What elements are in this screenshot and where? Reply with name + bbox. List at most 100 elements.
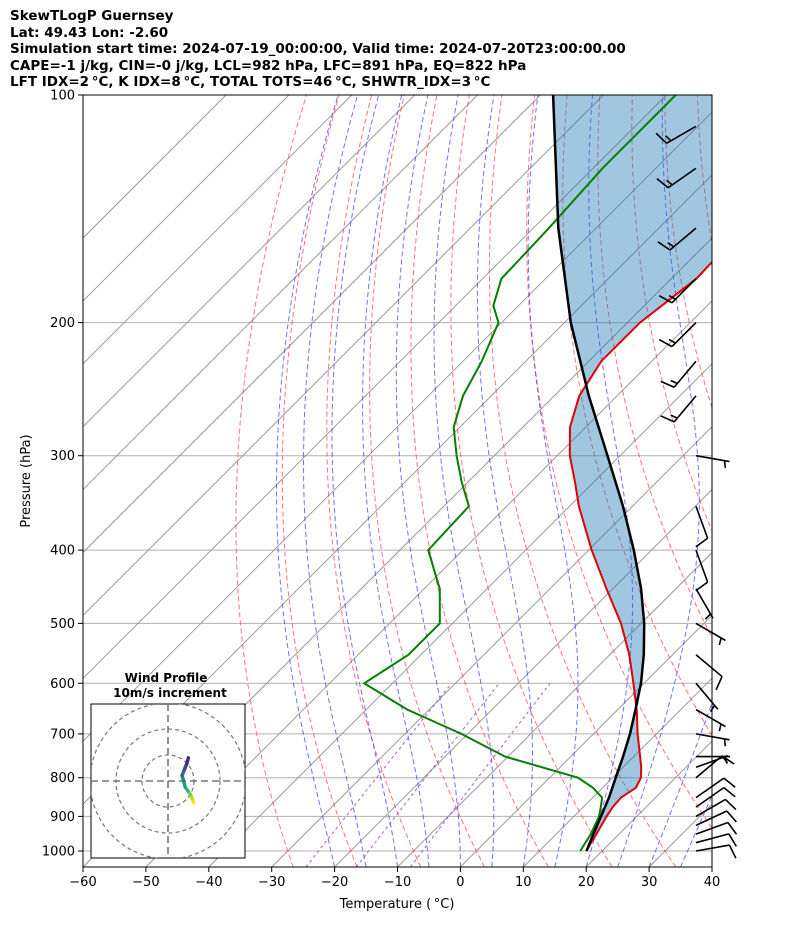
moist-adiabat-40 [711,865,712,867]
isotherm--100 [83,95,604,617]
barb-flag [655,132,668,144]
isotherm--150 [83,95,290,302]
cape-line: CAPE=-1 j/kg, CIN=-0 j/kg, LCL=982 hPa, … [10,57,527,74]
moist-adiabat-45 [744,95,794,867]
y-tick-label: 300 [50,449,75,464]
barb-flag [660,415,675,423]
barb-flag [723,787,736,798]
y-tick-label: 1000 [42,844,75,859]
wind-barbs [655,125,738,859]
barb-staff [695,622,726,642]
hodograph-segment [185,756,191,766]
barb-half-flag [666,179,673,186]
barb-half-flag [704,613,712,620]
isotherm--140 [83,95,353,365]
isotherm--20 [334,488,712,867]
wind-barb [695,506,709,548]
barb-staff [695,786,725,808]
barb-flag [728,844,737,859]
y-tick-label: 500 [50,617,75,632]
barb-half-flag [670,379,678,385]
barb-staff [695,777,725,799]
x-axis-label: Temperature ( °C) [339,897,455,912]
wind-barb [695,454,730,469]
wind-barb [695,733,730,747]
barb-flag [723,777,736,788]
y-tick-label: 600 [50,677,75,692]
barb-staff [695,588,714,619]
barb-flag [728,833,738,847]
wind-barb [695,654,723,691]
y-axis-label: Pressure (hPa) [19,434,34,527]
x-tick-label: −50 [132,875,159,890]
wind-barb [655,125,697,144]
barb-staff [695,798,726,818]
dewpoint-line [362,95,677,852]
wind-barb [695,708,726,732]
isotherm--110 [83,95,541,554]
barb-half-flag [668,295,676,300]
grid-lines [83,95,794,867]
barb-flag [695,537,709,548]
wind-barb [656,167,697,189]
dry-adiabat--20 [281,95,358,867]
barb-staff [695,682,719,710]
wind-barb [695,844,737,859]
wind-barb [695,798,737,818]
time-line: Simulation start time: 2024-07-19_00:00:… [10,41,626,58]
wind-barb [695,682,719,712]
barb-flag [726,810,737,823]
barb-flag [715,676,723,691]
barb-staff [695,506,709,539]
x-tick-label: −30 [258,875,285,890]
wind-barb [658,322,697,348]
y-tick-label: 800 [50,771,75,786]
wind-barb [695,588,714,620]
barb-staff [695,733,730,741]
barb-half-flag [723,738,727,747]
moist-adiabat-25 [617,95,700,867]
barb-staff [695,844,730,852]
barb-staff [695,654,723,678]
wind-barb [696,755,730,764]
moist-adiabat--5 [362,95,430,867]
isotherm--30 [271,425,712,867]
barb-flag [658,295,673,304]
wind-barb [695,622,726,646]
cin-shade-area [553,95,712,851]
barb-flag [724,798,737,811]
barb-half-flag [665,135,672,142]
wind-barb [660,360,697,389]
moist-adiabat--20 [276,95,339,867]
barb-half-flag [718,723,722,732]
moist-adiabat--10 [331,95,398,867]
x-tick-label: 0 [456,875,464,890]
chart-header: SkewTLogP Guernsey Lat: 49.43 Lon: -2.60… [10,8,780,91]
wind-barb [695,833,738,847]
barb-half-flag [709,705,716,712]
dry-adiabat-100 [730,95,794,867]
moist-adiabat-10 [476,95,533,867]
x-tick-label: −10 [384,875,411,890]
isotherm--130 [83,95,416,428]
y-tick-label: 100 [50,89,75,104]
dry-adiabat-10 [410,95,549,867]
moist-adiabat-5 [433,95,495,867]
barb-half-flag [667,242,675,248]
barb-flag [660,380,675,389]
barb-staff [673,360,697,388]
y-tick-label: 700 [50,727,75,742]
wind-barb [657,227,697,251]
moist-adiabat-0 [395,95,461,867]
dry-adiabat-50 [562,95,712,737]
x-tick-label: 20 [578,875,595,890]
dry-adiabat-30 [488,95,677,867]
hodograph-subtitle: 10m/s increment [113,686,227,700]
barb-flag [658,338,673,348]
wind-barb [695,549,709,592]
barb-staff [673,395,697,423]
isotherm--80 [83,111,712,742]
dry-adiabat--30 [235,95,307,867]
moist-adiabat-35 [680,794,712,867]
